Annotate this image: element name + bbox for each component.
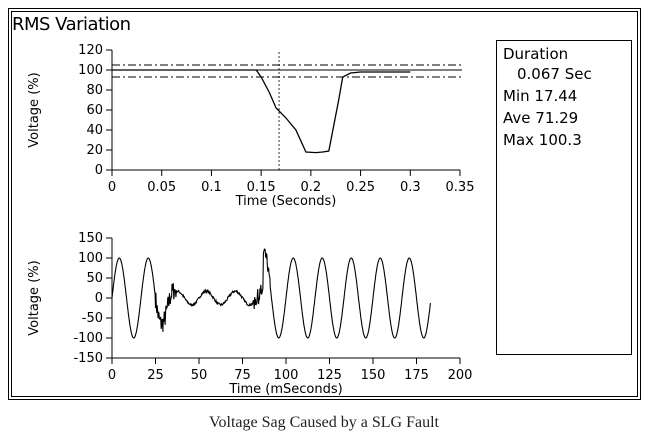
plot-frame-inner bbox=[11, 11, 638, 397]
waveform-series-line bbox=[111, 247, 431, 339]
figure-caption: Voltage Sag Caused by a SLG Fault bbox=[209, 414, 439, 431]
ave-label: Ave bbox=[503, 109, 531, 127]
y-axis-title: Voltage (%) bbox=[27, 260, 42, 335]
y-tick-label: 40 bbox=[86, 123, 103, 138]
y-tick-label: -50 bbox=[82, 311, 103, 326]
y-tick-label: 0 bbox=[95, 291, 103, 306]
y-tick-label: 120 bbox=[78, 43, 103, 58]
max-stat: Max 100.3 bbox=[503, 131, 582, 149]
x-tick-label: 125 bbox=[317, 368, 342, 383]
max-value: 100.3 bbox=[538, 131, 582, 149]
y-tick-label: 50 bbox=[86, 271, 103, 286]
rms-chart: 0 20 40 60 80 100 120 0 0.05 0.1 0.15 0.2 0.25 0.3 0.3… bbox=[27, 43, 474, 209]
x-tick-label: 0.1 bbox=[201, 180, 222, 195]
y-tick-label: 100 bbox=[78, 63, 103, 78]
x-tick-label: 25 bbox=[147, 368, 164, 383]
x-tick-label: 200 bbox=[448, 368, 473, 383]
ave-value: 71.29 bbox=[535, 109, 579, 127]
x-tick-label: 0.25 bbox=[346, 180, 375, 195]
x-tick-label: 0.05 bbox=[147, 180, 176, 195]
x-tick-label: 0 bbox=[108, 180, 116, 195]
y-tick-label: 60 bbox=[86, 103, 103, 118]
y-axis-title: Voltage (%) bbox=[27, 72, 42, 147]
y-tick-label: 80 bbox=[86, 83, 103, 98]
x-axis-title: Time (mSeconds) bbox=[228, 382, 342, 397]
x-tick-label: 0.15 bbox=[247, 180, 276, 195]
y-tick-label: 150 bbox=[78, 231, 103, 246]
x-tick-label: 100 bbox=[274, 368, 299, 383]
y-tick-label: -100 bbox=[73, 331, 103, 346]
x-axis-title: Time (Seconds) bbox=[235, 194, 337, 209]
x-tick-label: 0.2 bbox=[301, 180, 322, 195]
min-label: Min bbox=[503, 87, 530, 105]
x-tick-label: 50 bbox=[191, 368, 208, 383]
waveform-chart: -150 -100 -50 0 50 100 150 0 25 50 75 100 125 150 175 2… bbox=[27, 231, 472, 397]
min-stat: Min 17.44 bbox=[503, 87, 577, 105]
x-tick-label: 150 bbox=[361, 368, 386, 383]
x-tick-label: 0.3 bbox=[400, 180, 421, 195]
y-tick-label: 20 bbox=[86, 143, 103, 158]
x-tick-label: 75 bbox=[234, 368, 251, 383]
panel-title: RMS Variation bbox=[12, 14, 131, 35]
x-tick-label: 175 bbox=[404, 368, 429, 383]
ave-stat: Ave 71.29 bbox=[503, 109, 578, 127]
rms-series-line bbox=[112, 69, 411, 154]
duration-label: Duration bbox=[503, 45, 569, 63]
min-value: 17.44 bbox=[534, 87, 578, 105]
x-tick-label: 0 bbox=[108, 368, 116, 383]
y-tick-label: 100 bbox=[78, 251, 103, 266]
duration-value: 0.067 Sec bbox=[517, 65, 592, 83]
statistics-box: Duration 0.067 Sec Min 17.44 Ave 71.29 M… bbox=[496, 40, 632, 355]
y-tick-label: 0 bbox=[95, 163, 103, 178]
max-label: Max bbox=[503, 131, 535, 149]
y-tick-label: -150 bbox=[73, 351, 103, 366]
x-tick-label: 0.35 bbox=[446, 180, 475, 195]
